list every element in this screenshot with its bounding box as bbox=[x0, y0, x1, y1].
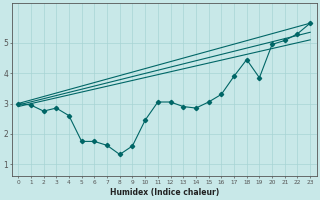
X-axis label: Humidex (Indice chaleur): Humidex (Indice chaleur) bbox=[109, 188, 219, 197]
